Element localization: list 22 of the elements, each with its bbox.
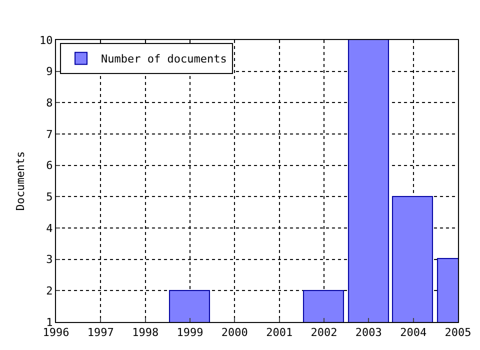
y-tick-label: 10 [40, 34, 53, 47]
x-tick-label: 1996 [42, 326, 70, 340]
y-tick-label: 7 [46, 128, 53, 141]
y-tick-label: 1 [46, 316, 53, 329]
y-tick-label: 3 [46, 253, 53, 266]
x-tick-label: 2000 [221, 326, 248, 340]
x-tick-label: 2003 [355, 326, 382, 340]
y-tick-label: 6 [46, 159, 53, 172]
x-tick-label: 2005 [444, 326, 472, 340]
y-tick-label: 9 [46, 65, 53, 78]
y-axis-title: Documents [14, 151, 27, 211]
y-tick-label: 8 [46, 96, 53, 110]
y-tick-label: 4 [46, 222, 54, 235]
x-tick-label: 1997 [87, 326, 114, 340]
legend-label: Number of documents [101, 52, 227, 66]
x-tick-label: 1999 [176, 326, 204, 340]
x-tick-label: 2002 [310, 326, 338, 340]
x-tick-label: 2004 [400, 326, 427, 340]
x-tick-label: 2001 [266, 326, 293, 340]
x-tick-label: 1998 [132, 326, 159, 340]
y-tick-label: 2 [46, 284, 53, 298]
y-tick-label: 5 [46, 190, 53, 204]
